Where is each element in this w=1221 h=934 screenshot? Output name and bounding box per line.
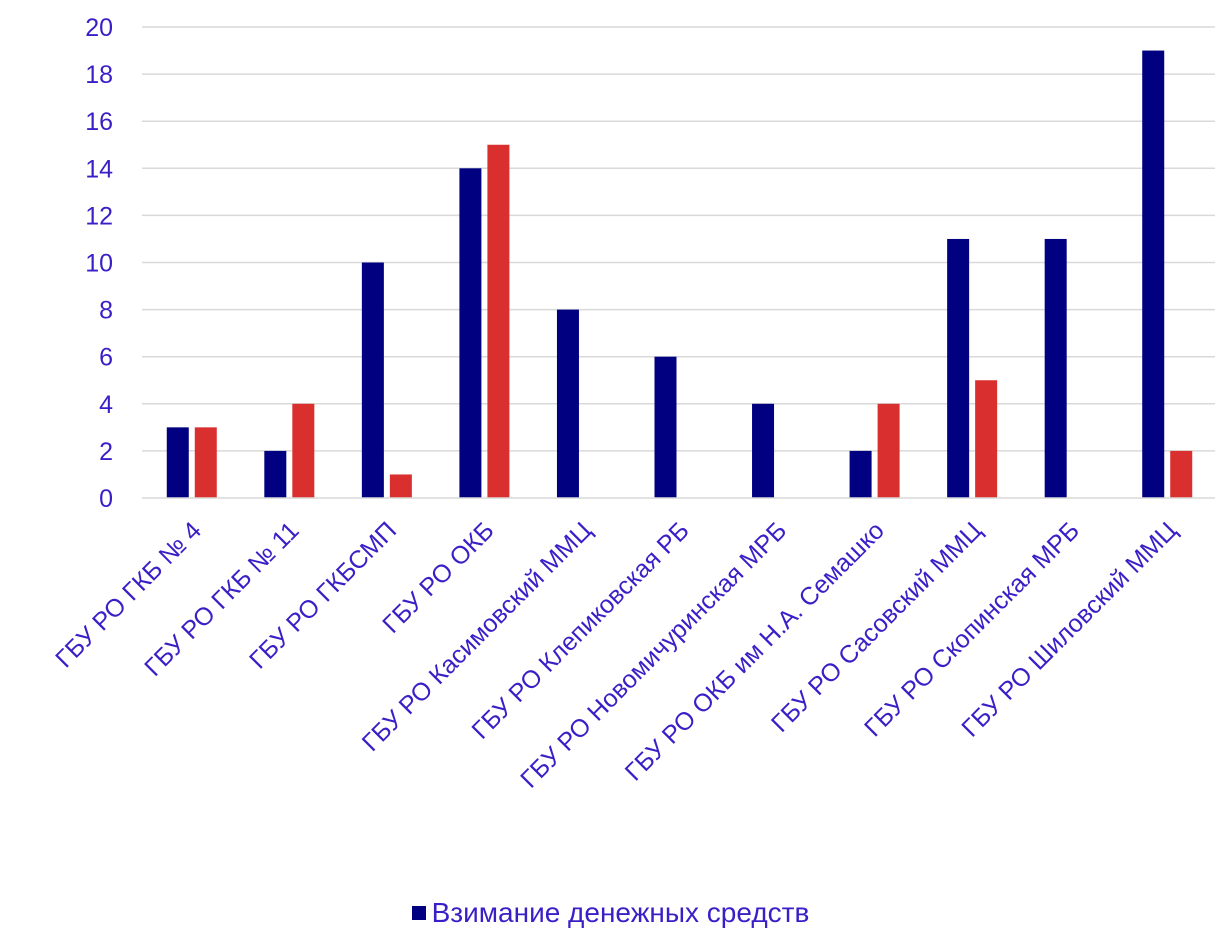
- bars: [166, 50, 1193, 499]
- bar-series-2: [487, 144, 510, 498]
- bar-series-1: [361, 262, 384, 498]
- bar-series-1: [556, 309, 579, 498]
- bar-series-1: [849, 450, 872, 498]
- bar-series-2: [194, 427, 217, 498]
- y-axis-tick-labels: 0 2 4 6 8 10 12 14 16 18 20: [85, 14, 113, 513]
- y-tick-label: 16: [85, 108, 113, 136]
- y-tick-label: 10: [85, 250, 113, 278]
- bar-series-1: [166, 427, 189, 498]
- bar-series-1: [264, 450, 287, 498]
- y-tick-label: 14: [85, 155, 113, 183]
- y-tick-label: 20: [85, 14, 113, 42]
- legend-swatch: [411, 906, 426, 920]
- gridlines: [142, 26, 1215, 452]
- y-tick-label: 2: [99, 438, 113, 466]
- legend: Взимание денежных средств: [0, 897, 1221, 929]
- bar-series-1: [459, 168, 482, 499]
- bar-series-1: [1142, 50, 1165, 499]
- y-tick-label: 4: [99, 391, 113, 419]
- bar-series-1: [654, 356, 677, 498]
- y-tick-label: 12: [85, 202, 113, 230]
- bar-series-1: [1044, 238, 1067, 498]
- bar-series-2: [975, 380, 998, 498]
- bar-series-1: [947, 238, 970, 498]
- bar-series-2: [1170, 450, 1193, 498]
- y-tick-label: 18: [85, 61, 113, 89]
- y-tick-label: 0: [99, 485, 113, 513]
- bar-series-2: [389, 474, 412, 498]
- bar-series-1: [752, 403, 775, 498]
- bar-series-2: [877, 403, 900, 498]
- y-tick-label: 6: [99, 344, 113, 372]
- legend-label: Взимание денежных средств: [431, 897, 810, 928]
- bar-series-2: [292, 403, 315, 498]
- y-tick-label: 8: [99, 297, 113, 325]
